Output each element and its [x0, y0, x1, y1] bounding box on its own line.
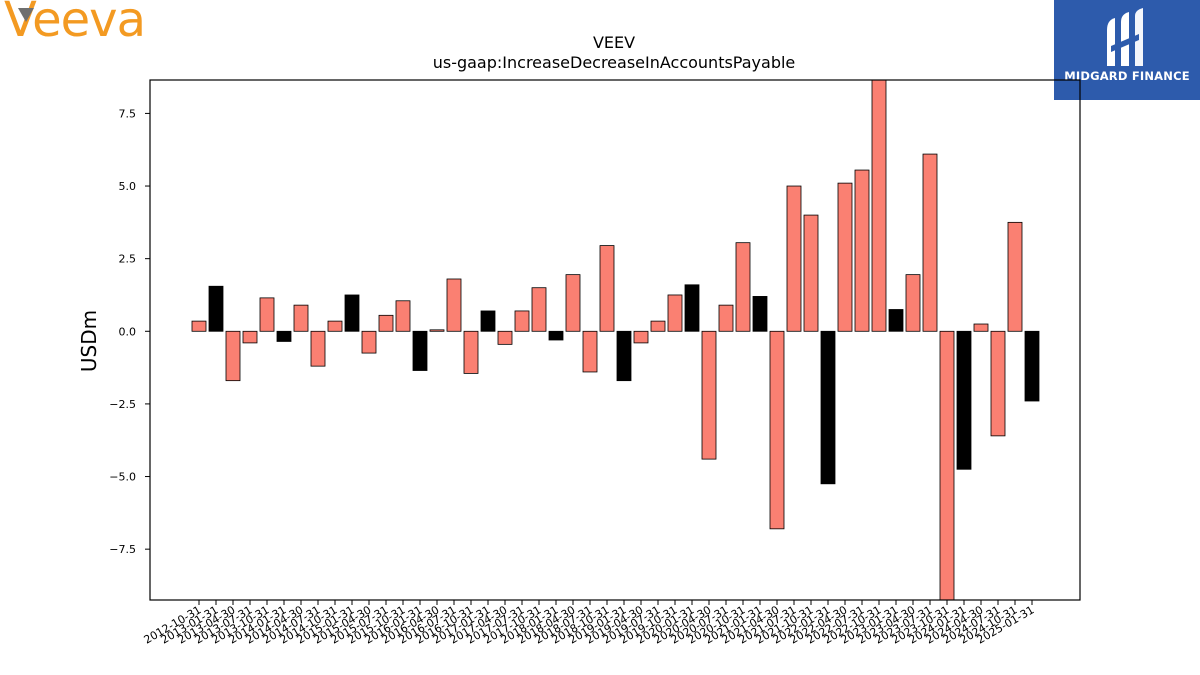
- bar-2017-04-30: [497, 330, 513, 345]
- midgard-finance-logo: MIDGARD FINANCE: [1054, 0, 1200, 100]
- bar-2022-01-31: [820, 330, 836, 485]
- y-tick-label: 0.0: [119, 325, 137, 338]
- y-tick-label: 5.0: [119, 180, 137, 193]
- y-axis: −7.5 −5.0 −2.5 0.0 2.5 5.0 7.5: [109, 107, 150, 556]
- bar-2021-01-31: [752, 296, 768, 332]
- bar-2024-04-30: [973, 323, 989, 332]
- bar-2022-10-31: [871, 79, 887, 332]
- bar-2016-10-31: [463, 330, 479, 374]
- bar-2016-01-31: [412, 330, 428, 371]
- bar-2024-07-31: [990, 330, 1006, 437]
- bar-2016-04-30: [429, 329, 445, 332]
- bar-2014-01-31: [276, 330, 292, 342]
- bar-2014-10-31: [327, 320, 343, 332]
- bar-2019-04-30: [633, 330, 649, 344]
- chart-title: VEEV: [593, 33, 635, 52]
- y-tick-label: −2.5: [109, 398, 136, 411]
- y-tick-label: −7.5: [109, 543, 136, 556]
- bar-2022-04-30: [837, 182, 853, 332]
- midgard-logo-text: MIDGARD FINANCE: [1064, 69, 1190, 83]
- bar-2013-01-31: [208, 285, 224, 332]
- bar-2017-07-31: [514, 310, 530, 332]
- bar-2019-01-31: [616, 330, 632, 382]
- bar-2021-10-31: [803, 214, 819, 332]
- bar-2020-01-31: [684, 284, 700, 332]
- bar-2018-07-31: [582, 330, 598, 373]
- veeva-logo-mark-icon: [18, 8, 34, 22]
- bar-2020-10-31: [735, 242, 751, 332]
- bar-2023-04-30: [905, 274, 921, 332]
- bar-2019-07-31: [650, 320, 666, 332]
- bar-2013-04-30: [225, 330, 241, 382]
- bar-2019-10-31: [667, 294, 683, 332]
- bar-2013-10-31: [259, 297, 275, 332]
- bar-2020-04-30: [701, 330, 717, 460]
- bar-2018-01-31: [548, 330, 564, 341]
- bar-2024-01-31: [956, 330, 972, 470]
- chart-subtitle: us-gaap:IncreaseDecreaseInAccountsPayabl…: [433, 53, 796, 72]
- bar-2017-01-31: [480, 310, 496, 332]
- bar-2018-10-31: [599, 245, 615, 332]
- midgard-mark-icon: [1107, 8, 1143, 66]
- y-tick-label: 2.5: [119, 253, 137, 266]
- bar-2023-10-31: [939, 330, 955, 601]
- bar-2021-07-31: [786, 185, 802, 332]
- bar-2025-01-31: [1024, 330, 1040, 402]
- bar-2022-07-31: [854, 169, 870, 332]
- bar-2012-10-31: [191, 320, 207, 332]
- x-axis: 2012-10-312013-01-312013-04-302013-07-31…: [142, 600, 1037, 647]
- bar-2015-01-31: [344, 294, 360, 332]
- y-tick-label: 7.5: [119, 107, 137, 120]
- bar-2015-07-31: [378, 314, 394, 332]
- bar-2020-07-31: [718, 304, 734, 332]
- bar-2023-01-31: [888, 309, 904, 332]
- bar-2024-10-31: [1007, 221, 1023, 332]
- bar-2013-07-31: [242, 330, 258, 344]
- bar-2016-07-31: [446, 278, 462, 332]
- bar-2023-07-31: [922, 153, 938, 332]
- y-tick-label: −5.0: [109, 471, 136, 484]
- bar-2015-10-31: [395, 300, 411, 332]
- bar-2021-04-30: [769, 330, 785, 530]
- veeva-logo: Veeva: [2, 0, 177, 48]
- bars-group: [191, 79, 1040, 601]
- bar-2014-07-31: [310, 330, 326, 367]
- bar-2018-04-30: [565, 274, 581, 332]
- bar-2014-04-30: [293, 304, 309, 332]
- plot-frame: [149, 79, 1081, 601]
- bar-2015-04-30: [361, 330, 377, 354]
- bar-2017-10-31: [531, 287, 547, 332]
- y-axis-label: USDm: [77, 310, 101, 372]
